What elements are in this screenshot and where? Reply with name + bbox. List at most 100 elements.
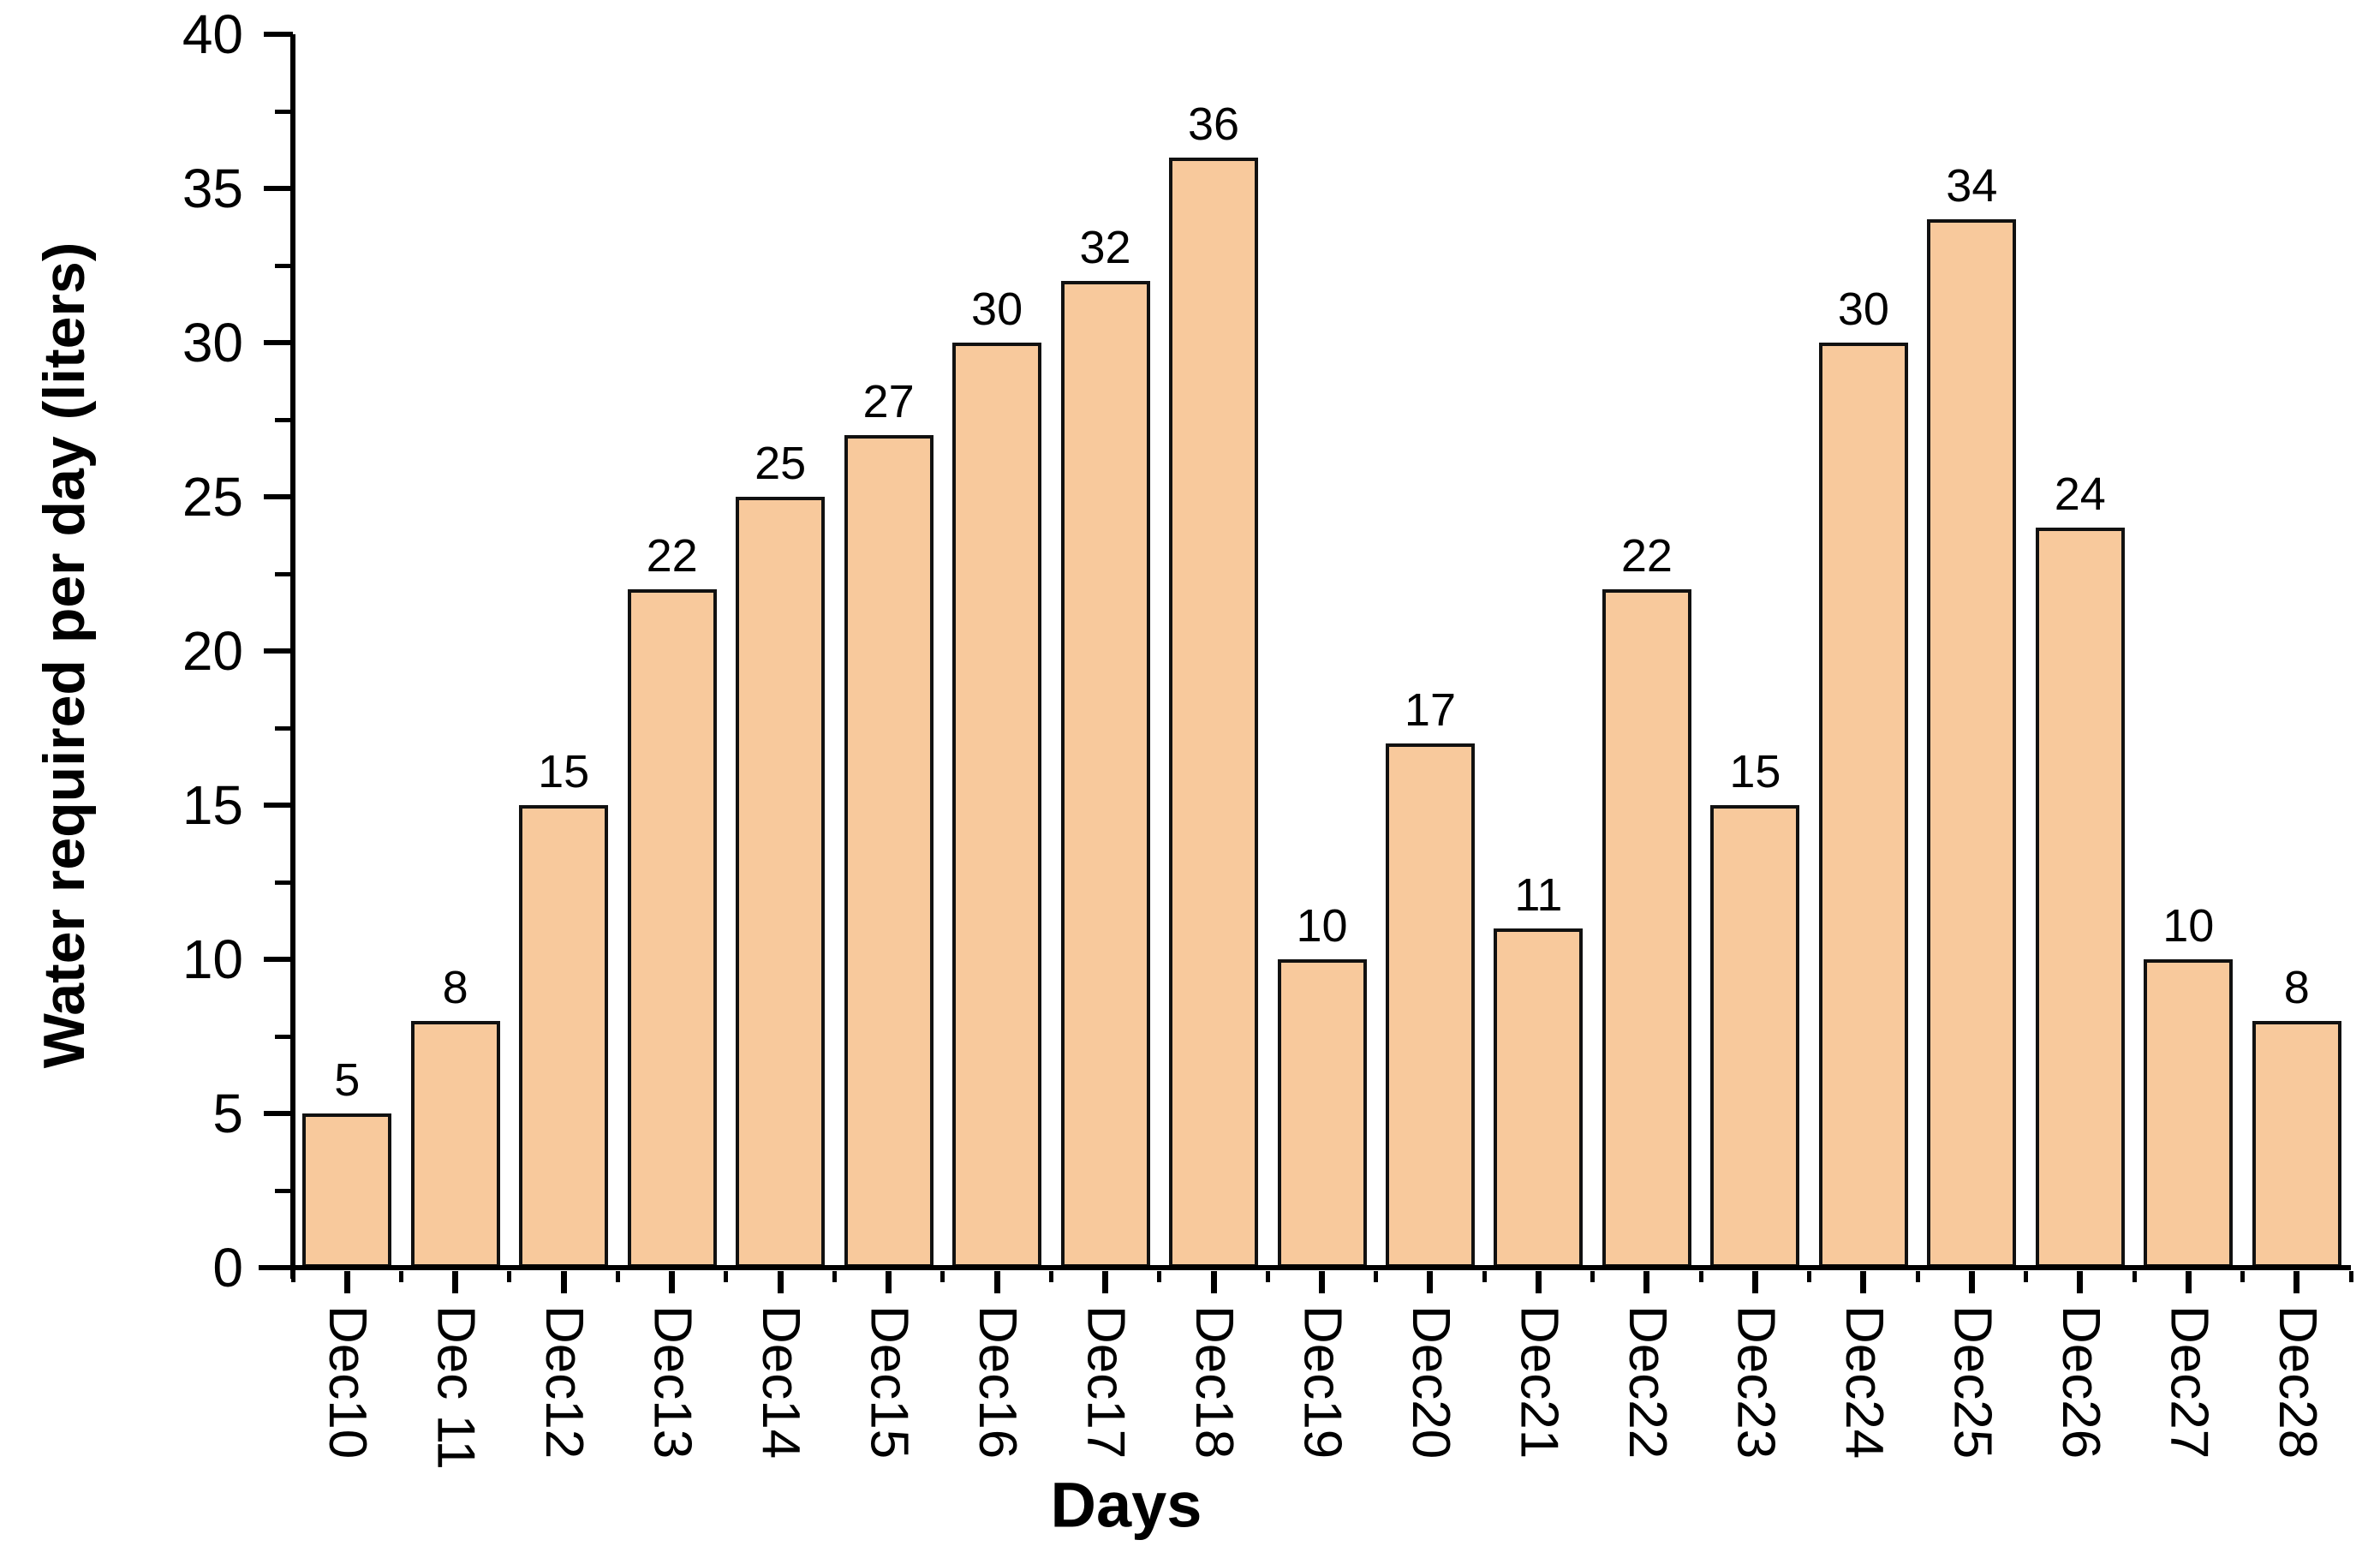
bar	[1602, 589, 1691, 1268]
x-major-tick	[993, 1271, 1000, 1293]
x-minor-tick	[1698, 1271, 1703, 1282]
x-major-tick	[886, 1271, 892, 1293]
bar	[952, 343, 1042, 1268]
bar-value-label: 22	[646, 530, 698, 582]
y-minor-tick	[275, 1188, 293, 1193]
x-major-tick	[777, 1271, 784, 1293]
bar	[1710, 805, 1800, 1268]
x-major-tick	[1210, 1271, 1217, 1293]
x-tick-label: Dec26	[2050, 1305, 2110, 1460]
x-minor-tick	[832, 1271, 837, 1282]
x-major-tick	[1643, 1271, 1650, 1293]
x-axis-line	[259, 1265, 2351, 1270]
bar-value-label: 30	[971, 284, 1023, 335]
bar	[2252, 1021, 2341, 1268]
y-tick-label: 25	[182, 466, 243, 528]
bar	[302, 1113, 392, 1268]
x-tick-label: Dec15	[859, 1305, 919, 1460]
x-tick-label: Dec18	[1184, 1305, 1244, 1460]
y-major-tick	[264, 494, 293, 499]
y-minor-tick	[275, 571, 293, 576]
x-major-tick	[1535, 1271, 1542, 1293]
y-major-tick	[264, 186, 293, 191]
y-minor-tick	[275, 1034, 293, 1039]
x-tick-label: Dec22	[1617, 1305, 1677, 1460]
bar-value-label: 17	[1404, 684, 1457, 736]
y-axis-line	[290, 34, 295, 1279]
y-minor-tick	[275, 263, 293, 268]
x-minor-tick	[1374, 1271, 1379, 1282]
x-tick-label: Dec12	[534, 1305, 594, 1460]
bar	[1385, 743, 1475, 1268]
bar	[1927, 219, 2017, 1268]
x-axis-title: Days	[1050, 1469, 1202, 1541]
y-minor-tick	[275, 417, 293, 422]
y-major-tick	[264, 32, 293, 37]
bar	[1277, 959, 1367, 1268]
x-minor-tick	[1482, 1271, 1487, 1282]
x-minor-tick	[1048, 1271, 1053, 1282]
x-major-tick	[1319, 1271, 1325, 1293]
y-minor-tick	[275, 725, 293, 731]
x-minor-tick	[940, 1271, 945, 1282]
bar	[410, 1021, 500, 1268]
bar-value-label: 34	[1946, 160, 1998, 212]
x-tick-label: Dec 11	[426, 1305, 486, 1470]
x-tick-label: Dec23	[1726, 1305, 1786, 1460]
x-tick-label: Dec24	[1834, 1305, 1894, 1460]
bar-value-label: 30	[1837, 284, 1889, 335]
bar-value-label: 15	[538, 746, 590, 797]
y-tick-label: 20	[182, 620, 243, 682]
bar	[736, 497, 826, 1268]
y-major-tick	[264, 957, 293, 962]
x-minor-tick	[724, 1271, 729, 1282]
x-minor-tick	[507, 1271, 512, 1282]
x-minor-tick	[1265, 1271, 1270, 1282]
y-major-tick	[264, 648, 293, 654]
x-minor-tick	[398, 1271, 403, 1282]
x-minor-tick	[1157, 1271, 1162, 1282]
y-tick-label: 10	[182, 928, 243, 990]
x-tick-label: Dec13	[642, 1305, 702, 1460]
y-axis-title: Water required per day (liters)	[32, 242, 97, 1069]
x-minor-tick	[1915, 1271, 1920, 1282]
x-tick-label: Dec20	[1400, 1305, 1460, 1460]
y-minor-tick	[275, 880, 293, 885]
x-major-tick	[1427, 1271, 1434, 1293]
y-major-tick	[264, 340, 293, 345]
bar	[1818, 343, 1908, 1268]
bar-value-label: 10	[1296, 900, 1348, 952]
x-major-tick	[1968, 1271, 1975, 1293]
x-major-tick	[452, 1271, 459, 1293]
x-major-tick	[1860, 1271, 1867, 1293]
bar	[519, 805, 609, 1268]
y-major-tick	[264, 803, 293, 808]
y-tick-label: 30	[182, 312, 243, 373]
y-tick-label: 35	[182, 158, 243, 219]
x-tick-label: Dec19	[1292, 1305, 1352, 1460]
bar-value-label: 24	[2054, 469, 2106, 520]
x-minor-tick	[290, 1271, 295, 1282]
x-minor-tick	[1590, 1271, 1596, 1282]
x-tick-label: Dec14	[751, 1305, 811, 1460]
bar-value-label: 15	[1729, 746, 1781, 797]
y-tick-label: 0	[212, 1237, 243, 1298]
bar	[1060, 281, 1150, 1268]
x-major-tick	[2294, 1271, 2300, 1293]
bar-value-label: 32	[1079, 222, 1131, 273]
x-tick-label: Dec28	[2267, 1305, 2327, 1460]
bar	[1169, 158, 1259, 1268]
bar-value-label: 22	[1620, 530, 1673, 582]
bar	[1494, 928, 1584, 1268]
plot-area: 5 Dec10 8 Dec 11 15 Dec12 22 Dec13 25 Dec14 27 Dec1…	[182, 7, 2353, 1470]
bar	[2144, 959, 2234, 1268]
bar-value-label: 10	[2162, 900, 2215, 952]
y-major-tick	[264, 1111, 293, 1116]
x-tick-label: Dec16	[968, 1305, 1028, 1460]
x-major-tick	[343, 1271, 350, 1293]
x-major-tick	[2077, 1271, 2084, 1293]
x-major-tick	[560, 1271, 567, 1293]
bar-value-label: 25	[755, 438, 807, 489]
x-minor-tick	[2348, 1271, 2353, 1282]
